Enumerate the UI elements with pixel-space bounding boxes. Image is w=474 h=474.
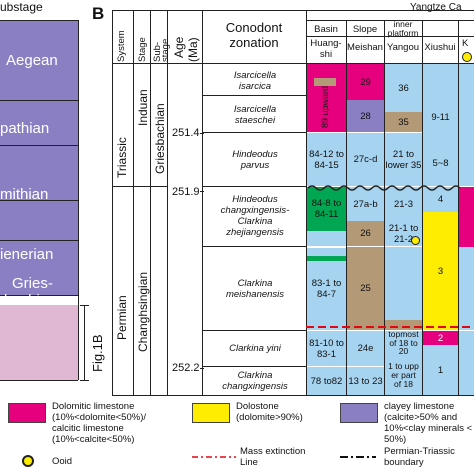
zone-changxingensis-zhejiangensis: Hindeodus changxingensis- Clarkina zhejiang… [220,194,290,238]
yg-35: 35 [385,112,422,132]
yg-36: 36 [385,64,422,112]
xs-1: 1 [423,345,458,395]
header-substage-2: stage [160,38,171,62]
legend-mass-extinction: Mass extinction Line [240,446,306,468]
header-slope: Slope [352,24,378,35]
ms-27c-d: 27c-d [347,133,384,186]
ms-13-23: 13 to 23 [347,367,384,395]
ms-24e: 24e [347,331,384,366]
header-huangshi: Huang-shi [310,38,342,60]
ooid-marker-icon [411,236,420,245]
substage-pathian: pathian [0,120,50,137]
zone-isarcica: Isarcicella isarcica [233,70,277,92]
header-basin: Basin [314,24,338,35]
zone-yini: Clarkina yini [229,343,281,354]
panel-a-header: ubstage [0,0,43,14]
hs-84-12: 84-12 to 84-15 [307,133,346,186]
header-age: Age [172,36,186,58]
legend-ooid: Ooid [52,456,73,467]
system-triassic: Triassic [115,137,129,178]
header-last: K [462,38,469,49]
header-age-unit: (Ma) [186,37,200,62]
substage-mithian: mithian [0,186,49,203]
system-permian: Permian [115,295,129,340]
legend-swatch-dolomitic [8,403,46,423]
legend-clayey: clayey limestone (calcite>50% and 10%<clay… [384,401,473,445]
stage-changhsingian: Changhsingian [136,271,150,352]
top-title: Yangtze Ca [410,2,462,13]
yg-blue-mid [385,247,422,330]
ms-25: 25 [347,247,384,330]
zone-staeschei: Isarcicella staeschei [233,104,277,126]
xs-2: 2 [423,331,458,345]
yg-1-upper-18: 1 to upp er part of 18 [385,355,422,395]
header-system: System [116,30,127,62]
age-252-2: 252.2 [172,362,200,374]
xs-5-8: 5~8 [423,140,458,186]
xs-3: 3 [423,212,458,330]
ms-29: 29 [347,64,384,100]
zone-changxingensis: Clarkina changxingensis [222,370,288,392]
legend-pt-boundary-swatch [340,456,376,458]
substage-aegean: Aegean [6,52,58,69]
boundary-lines [306,185,474,328]
age-251-4: 251.4 [172,127,200,139]
fig-1b-label: Fig.1B [90,334,105,372]
header-stage: Stage [137,37,148,62]
header-inner-platform: inner platform [387,19,419,38]
substage-griesbachian: Griesbachian [153,103,167,174]
legend-pt-boundary: Permian-Triassic boundary [384,446,455,468]
ms-26: 26 [347,221,384,246]
hs-tan-band [314,78,336,86]
yg-21-3: 21-3 [385,187,422,221]
hs-78-82: 78 to82 [307,367,346,395]
pt-boundary-line [307,185,461,191]
ms-27a-b: 27a-b [347,187,384,221]
hs-83-1: 83-1 to 84-7 [307,248,346,330]
substage-ienerian: ienerian [0,246,54,263]
age-251-9: 251.9 [172,186,200,198]
stage-induan: Induan [136,89,150,126]
substage-gries: Gries- [12,275,53,292]
fig-1b-range [0,305,78,380]
header-conodont: Conodont zonation [225,20,283,50]
hs-green-band [307,256,346,261]
hs-89-upward: 89 upward [320,85,330,128]
legend-dolostone: Dolostone (dolomite>90%) [236,401,303,423]
yg-21-lower35: 21 to lower 35 [385,133,422,186]
legend-swatch-clayey [340,403,378,423]
legend-dolomitic: Dolomitic limestone (10%<dolomite<50%)/ca… [52,401,146,445]
hs-blue-strip [307,231,346,246]
panel-b-label: B [92,4,105,23]
zone-parvus: Hindeodus parvus [232,149,278,171]
xs-4: 4 [423,187,458,212]
hs-magenta-2 [307,96,346,132]
legend-swatch-dolostone [192,403,230,423]
substage-column [0,20,78,295]
legend-ooid-icon [22,455,34,467]
header-yangou: Yangou [386,42,420,53]
yg-topmost-18: topmost of 18 to 20 [385,330,422,355]
ms-28: 28 [347,100,384,132]
substage-bachian: bachian [4,292,57,309]
zone-meishanensis: Clarkina meishanensis [225,278,285,300]
yg-tan-band [385,320,422,330]
header-xiushui: Xiushui [424,42,456,53]
ooid-icon [462,52,472,62]
hs-81-10: 81-10 to 83-1 [307,331,346,366]
header-meishan: Meishan [347,42,383,53]
legend-mass-extinction-swatch [192,456,236,458]
hs-84-8: 84-8 to 84-11 [307,187,346,231]
